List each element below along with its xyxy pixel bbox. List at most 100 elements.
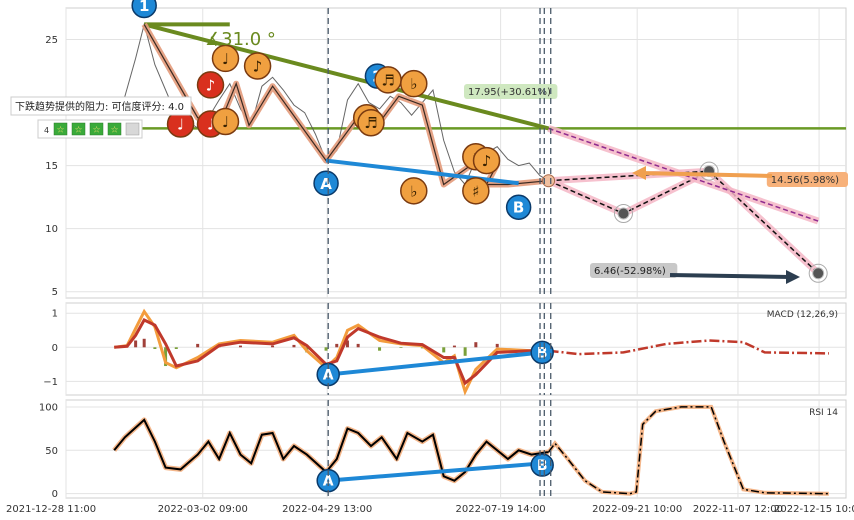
level-label: 17.95(+30.61%) (468, 87, 551, 98)
xtick-label: 2022-11-07 12:00 (693, 504, 783, 515)
wave-label-text: B (513, 199, 524, 217)
wave-label-text: ♪ (206, 76, 216, 94)
wave-label-marker (357, 108, 385, 137)
wave-label-marker (211, 44, 240, 73)
wave-label-text: ♪ (253, 58, 263, 76)
rsi-ytick-label: 50 (45, 446, 58, 457)
macd-histogram-bar (271, 345, 275, 348)
macd-forecast-line (548, 339, 829, 356)
wave-label-text: ♭ (410, 182, 417, 200)
macd-histogram-bar (174, 347, 178, 349)
macd-histogram-bar (474, 342, 478, 348)
xtick-label: 2021-12-28 11:00 (6, 504, 96, 515)
rating-star (53, 122, 68, 136)
macd-histogram-bar (164, 347, 168, 367)
rating-prefix: 4 (44, 126, 49, 135)
macd-histogram-bar (142, 338, 146, 348)
wave-label-marker (313, 170, 339, 197)
macd-ytick-label: −1 (43, 377, 58, 388)
wave-label-marker (472, 146, 501, 175)
macd-histogram-bar (292, 344, 296, 348)
wave-label-marker (196, 71, 225, 99)
macd-histogram-bar (442, 347, 446, 353)
overlay-layer: 下跌趋势提供的阻力: 可信度评分: 4.0 4 ☆ ☆ ☆ ☆ (10, 8, 552, 498)
macd-histogram-bar (495, 343, 499, 348)
wave-label-text: ♬ (381, 71, 394, 89)
price-ytick-label: 25 (45, 35, 58, 46)
macd-histogram-bar (153, 347, 157, 349)
level-label-box (464, 84, 558, 99)
target-point-ring (699, 161, 719, 181)
macd-label-text: B (537, 345, 548, 361)
wave-label-text: A (320, 175, 332, 193)
target-point (617, 207, 630, 220)
rating-star-glyph: ☆ (110, 126, 118, 136)
xtick-label: 2022-07-19 14:00 (456, 504, 546, 515)
price-frame (65, 7, 847, 299)
wave-label-text: ♩ (222, 113, 229, 131)
wave-label-text: ♩ (177, 116, 184, 134)
wave-label-text: ♬ (364, 114, 377, 132)
wave-label-text: 1 (139, 0, 149, 15)
macd-ytick-label: 0 (52, 343, 58, 354)
tooltip-text: 下跌趋势提供的阻力: 可信度评分: 4.0 (15, 100, 184, 113)
rating-star (107, 122, 122, 136)
price-ytick-label: 10 (45, 224, 58, 235)
target-point (812, 267, 825, 280)
target-point-ring (808, 263, 828, 283)
rsi-ytick-label: 0 (52, 489, 58, 500)
macd-label-marker (530, 340, 554, 365)
rsi-line (113, 418, 549, 482)
wave-label-text: ♪ (482, 152, 492, 170)
rsi-forecast-line (547, 406, 829, 495)
rating-star-glyph: ☆ (92, 126, 100, 136)
target-point-ring (613, 204, 633, 224)
resistance-line (143, 22, 550, 131)
wave-label-marker (400, 177, 428, 205)
macd-title: MACD (12,26,9) (767, 310, 838, 320)
macd-histogram-bar (399, 347, 403, 348)
xtick-label: 2022-09-21 10:00 (592, 504, 682, 515)
macd-histogram-bar (345, 340, 349, 348)
grid-layer (65, 7, 847, 499)
ab-trend-line (325, 158, 519, 186)
macd-histogram-bar (134, 340, 138, 348)
rating-star-glyph: ☆ (56, 126, 64, 136)
upper-target-arrowhead (632, 166, 646, 180)
price-ytick-label: 15 (45, 161, 58, 172)
xtick-label: 2022-12-15 10:00 (774, 504, 854, 515)
macd-histogram-bar (196, 343, 200, 348)
rsi-ytick-label: 100 (39, 402, 58, 413)
upper-target-label: 14.56(5.98%) (771, 175, 839, 186)
macd-ytick-label: 1 (52, 309, 58, 320)
wave-label-marker (211, 107, 240, 136)
wave-label-text: ♩ (222, 50, 229, 68)
tooltip-box (10, 96, 192, 116)
rsi-title: RSI 14 (809, 408, 838, 418)
wave-label-marker (131, 0, 157, 19)
macd-histogram-bar (356, 343, 360, 348)
rating-star (71, 122, 86, 136)
rating-star-empty (125, 122, 140, 136)
macd-histogram-bar (238, 345, 242, 348)
rating-star (89, 122, 104, 136)
macd-histogram-bar (378, 347, 382, 351)
wave-label-marker (462, 177, 490, 205)
forecast-start-point (542, 174, 556, 188)
rsi-label-text: B (537, 458, 548, 474)
angle-label: ∡31.0 ° (205, 29, 276, 50)
lower-target-arrowhead (786, 270, 800, 284)
wave-label-text: ♯ (472, 182, 479, 200)
lower-target-label: 6.46(-52.98%) (594, 266, 666, 277)
wave-label-marker (400, 69, 428, 98)
upper-target-label-box (766, 172, 848, 187)
lower-target-arrow (669, 273, 791, 279)
wave-label-marker (243, 52, 272, 80)
xtick-label: 2022-03-02 09:00 (158, 504, 248, 515)
macd-histogram-bar (452, 345, 456, 348)
macd-histogram-bar (335, 343, 339, 348)
